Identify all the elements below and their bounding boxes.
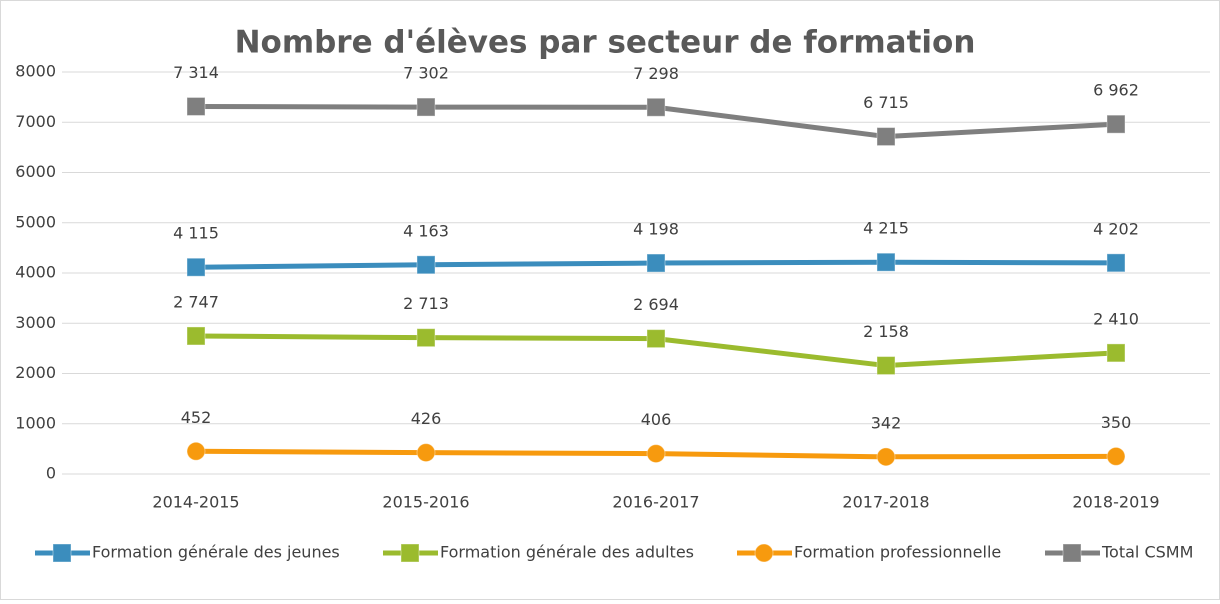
data-label: 4 202: [1093, 219, 1139, 238]
data-point: [1106, 343, 1126, 363]
data-point: [186, 96, 206, 116]
y-tick-label: 8000: [15, 62, 56, 81]
data-label: 4 163: [403, 221, 449, 240]
y-tick-label: 3000: [15, 313, 56, 332]
x-tick-label: 2018-2019: [1072, 493, 1159, 512]
x-tick-label: 2017-2018: [842, 493, 929, 512]
data-label: 7 314: [173, 63, 219, 82]
data-point: [186, 326, 206, 346]
data-label: 406: [641, 410, 672, 429]
data-point: [646, 253, 666, 273]
y-tick-label: 7000: [15, 112, 56, 131]
data-point: [186, 441, 206, 461]
y-tick-label: 6000: [15, 162, 56, 181]
data-label: 4 198: [633, 220, 679, 239]
legend-marker: [400, 543, 420, 563]
legend-label: Formation professionnelle: [794, 543, 1001, 562]
data-point: [876, 127, 896, 147]
data-label: 7 298: [633, 64, 679, 83]
y-tick-label: 1000: [15, 413, 56, 432]
data-point: [876, 356, 896, 376]
legend-label: Total CSMM: [1101, 543, 1193, 562]
data-label: 2 694: [633, 295, 679, 314]
y-tick-label: 0: [46, 464, 56, 483]
legend-marker: [1062, 543, 1082, 563]
data-point: [646, 97, 666, 117]
data-point: [1106, 253, 1126, 273]
data-point: [416, 328, 436, 348]
data-label: 2 410: [1093, 309, 1139, 328]
data-point: [416, 443, 436, 463]
data-point: [646, 329, 666, 349]
chart-title: Nombre d'élèves par secteur de formation: [235, 25, 976, 61]
data-label: 2 713: [403, 294, 449, 313]
data-label: 426: [411, 409, 442, 428]
x-tick-label: 2015-2016: [382, 493, 469, 512]
data-label: 350: [1101, 413, 1132, 432]
data-point: [646, 444, 666, 464]
data-point: [1106, 114, 1126, 134]
data-label: 4 215: [863, 219, 909, 238]
data-point: [416, 255, 436, 275]
x-tick-label: 2016-2017: [612, 493, 699, 512]
y-tick-label: 5000: [15, 212, 56, 231]
data-point: [416, 97, 436, 117]
legend-label: Formation générale des adultes: [440, 543, 694, 562]
data-label: 342: [871, 413, 902, 432]
data-label: 6 715: [863, 93, 909, 112]
data-point: [1106, 446, 1126, 466]
data-point: [186, 257, 206, 277]
data-label: 7 302: [403, 64, 449, 83]
legend-marker: [754, 543, 774, 563]
data-label: 6 962: [1093, 81, 1139, 100]
data-point: [876, 252, 896, 272]
legend-marker: [52, 543, 72, 563]
data-label: 2 747: [173, 292, 219, 311]
data-point: [876, 447, 896, 467]
x-tick-label: 2014-2015: [152, 493, 239, 512]
data-label: 2 158: [863, 322, 909, 341]
data-label: 452: [181, 408, 212, 427]
y-tick-label: 2000: [15, 363, 56, 382]
data-label: 4 115: [173, 224, 219, 243]
legend-label: Formation générale des jeunes: [92, 543, 340, 562]
y-tick-label: 4000: [15, 263, 56, 282]
